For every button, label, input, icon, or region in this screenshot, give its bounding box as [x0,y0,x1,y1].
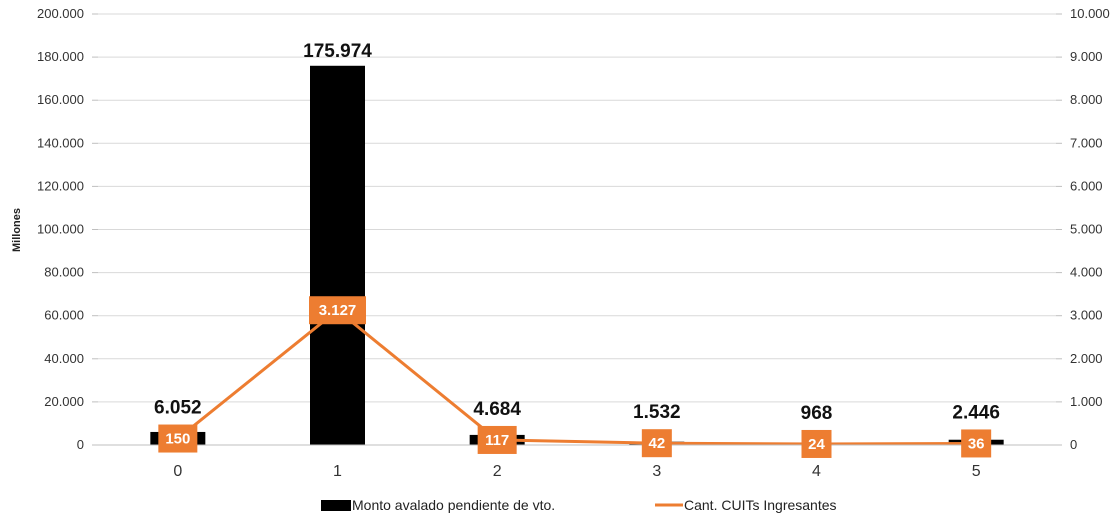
left-y-tick-label: 20.000 [44,394,84,409]
right-y-tick-label: 5.000 [1070,222,1103,237]
line-data-label: 3.127 [319,302,357,319]
left-y-axis: 0 20.000 40.000 60.000 80.000 100.000 120.000 1… [37,6,98,452]
right-y-tick-label: 6.000 [1070,178,1103,193]
line-point-marker [961,429,992,458]
left-y-tick-label: 180.000 [37,49,84,64]
right-y-tick-label: 2.000 [1070,351,1103,366]
left-y-tick-label: 160.000 [37,92,84,107]
line-data-label: 117 [485,432,509,449]
x-tick-label: 4 [812,463,821,480]
left-y-tick-label: 40.000 [44,351,84,366]
right-y-tick-label: 10.000 [1070,6,1110,21]
right-y-axis: 0 1.000 2.000 3.000 4.000 5.000 6.000 7.000 8.00… [1056,6,1110,452]
x-tick-label: 1 [333,463,342,480]
line-data-label: 24 [808,436,825,453]
x-tick-label: 2 [493,463,502,480]
right-y-tick-label: 4.000 [1070,265,1103,280]
line-point-marker [477,425,517,454]
legend-label-line: Cant. CUITs Ingresantes [684,497,837,513]
y-axis-label: Millones [11,208,23,252]
bar-data-label: 175.974 [303,41,372,62]
bar-data-label: 6.052 [154,398,202,419]
x-axis: 0 1 2 3 4 5 [98,444,1056,480]
bar [310,65,365,445]
right-y-tick-label: 1.000 [1070,394,1103,409]
bar-series [150,65,1004,445]
x-tick-label: 3 [652,463,661,480]
right-y-tick-label: 9.000 [1070,49,1103,64]
line-point-marker [641,429,672,458]
left-y-tick-label: 140.000 [37,135,84,150]
bar-data-label: 4.684 [473,399,521,420]
line-data-label: 36 [968,435,985,452]
bar-data-label: 1.532 [633,402,681,423]
left-y-tick-label: 80.000 [44,265,84,280]
right-y-tick-label: 7.000 [1070,135,1103,150]
line-point-marker [158,424,198,453]
right-y-tick-label: 0 [1070,437,1077,452]
legend: Monto avalado pendiente de vto. Cant. CU… [321,497,837,513]
line-point-marker [309,296,366,325]
line-series [176,308,977,446]
line-path [176,308,977,446]
x-tick-label: 0 [173,463,182,480]
left-y-tick-label: 120.000 [37,178,84,193]
line-point-marker [801,429,832,458]
right-y-tick-label: 3.000 [1070,308,1103,323]
left-y-tick-label: 60.000 [44,308,84,323]
left-y-tick-label: 200.000 [37,6,84,21]
gridlines [98,13,1056,446]
x-tick-label: 5 [972,463,981,480]
bar-data-labels: 6.052 175.974 4.684 1.532 968 2.446 [154,41,1000,424]
right-y-tick-label: 8.000 [1070,92,1103,107]
bar-data-label: 968 [801,403,833,424]
bar-data-label: 2.446 [952,402,1000,423]
left-y-tick-label: 100.000 [37,222,84,237]
legend-label-bar: Monto avalado pendiente de vto. [352,497,555,513]
line-data-labels: 150 3.127 117 42 24 36 [158,296,992,458]
legend-swatch-bar [321,500,351,511]
line-data-label: 150 [165,431,190,448]
line-data-label: 42 [648,435,665,452]
left-y-tick-label: 0 [77,437,84,452]
